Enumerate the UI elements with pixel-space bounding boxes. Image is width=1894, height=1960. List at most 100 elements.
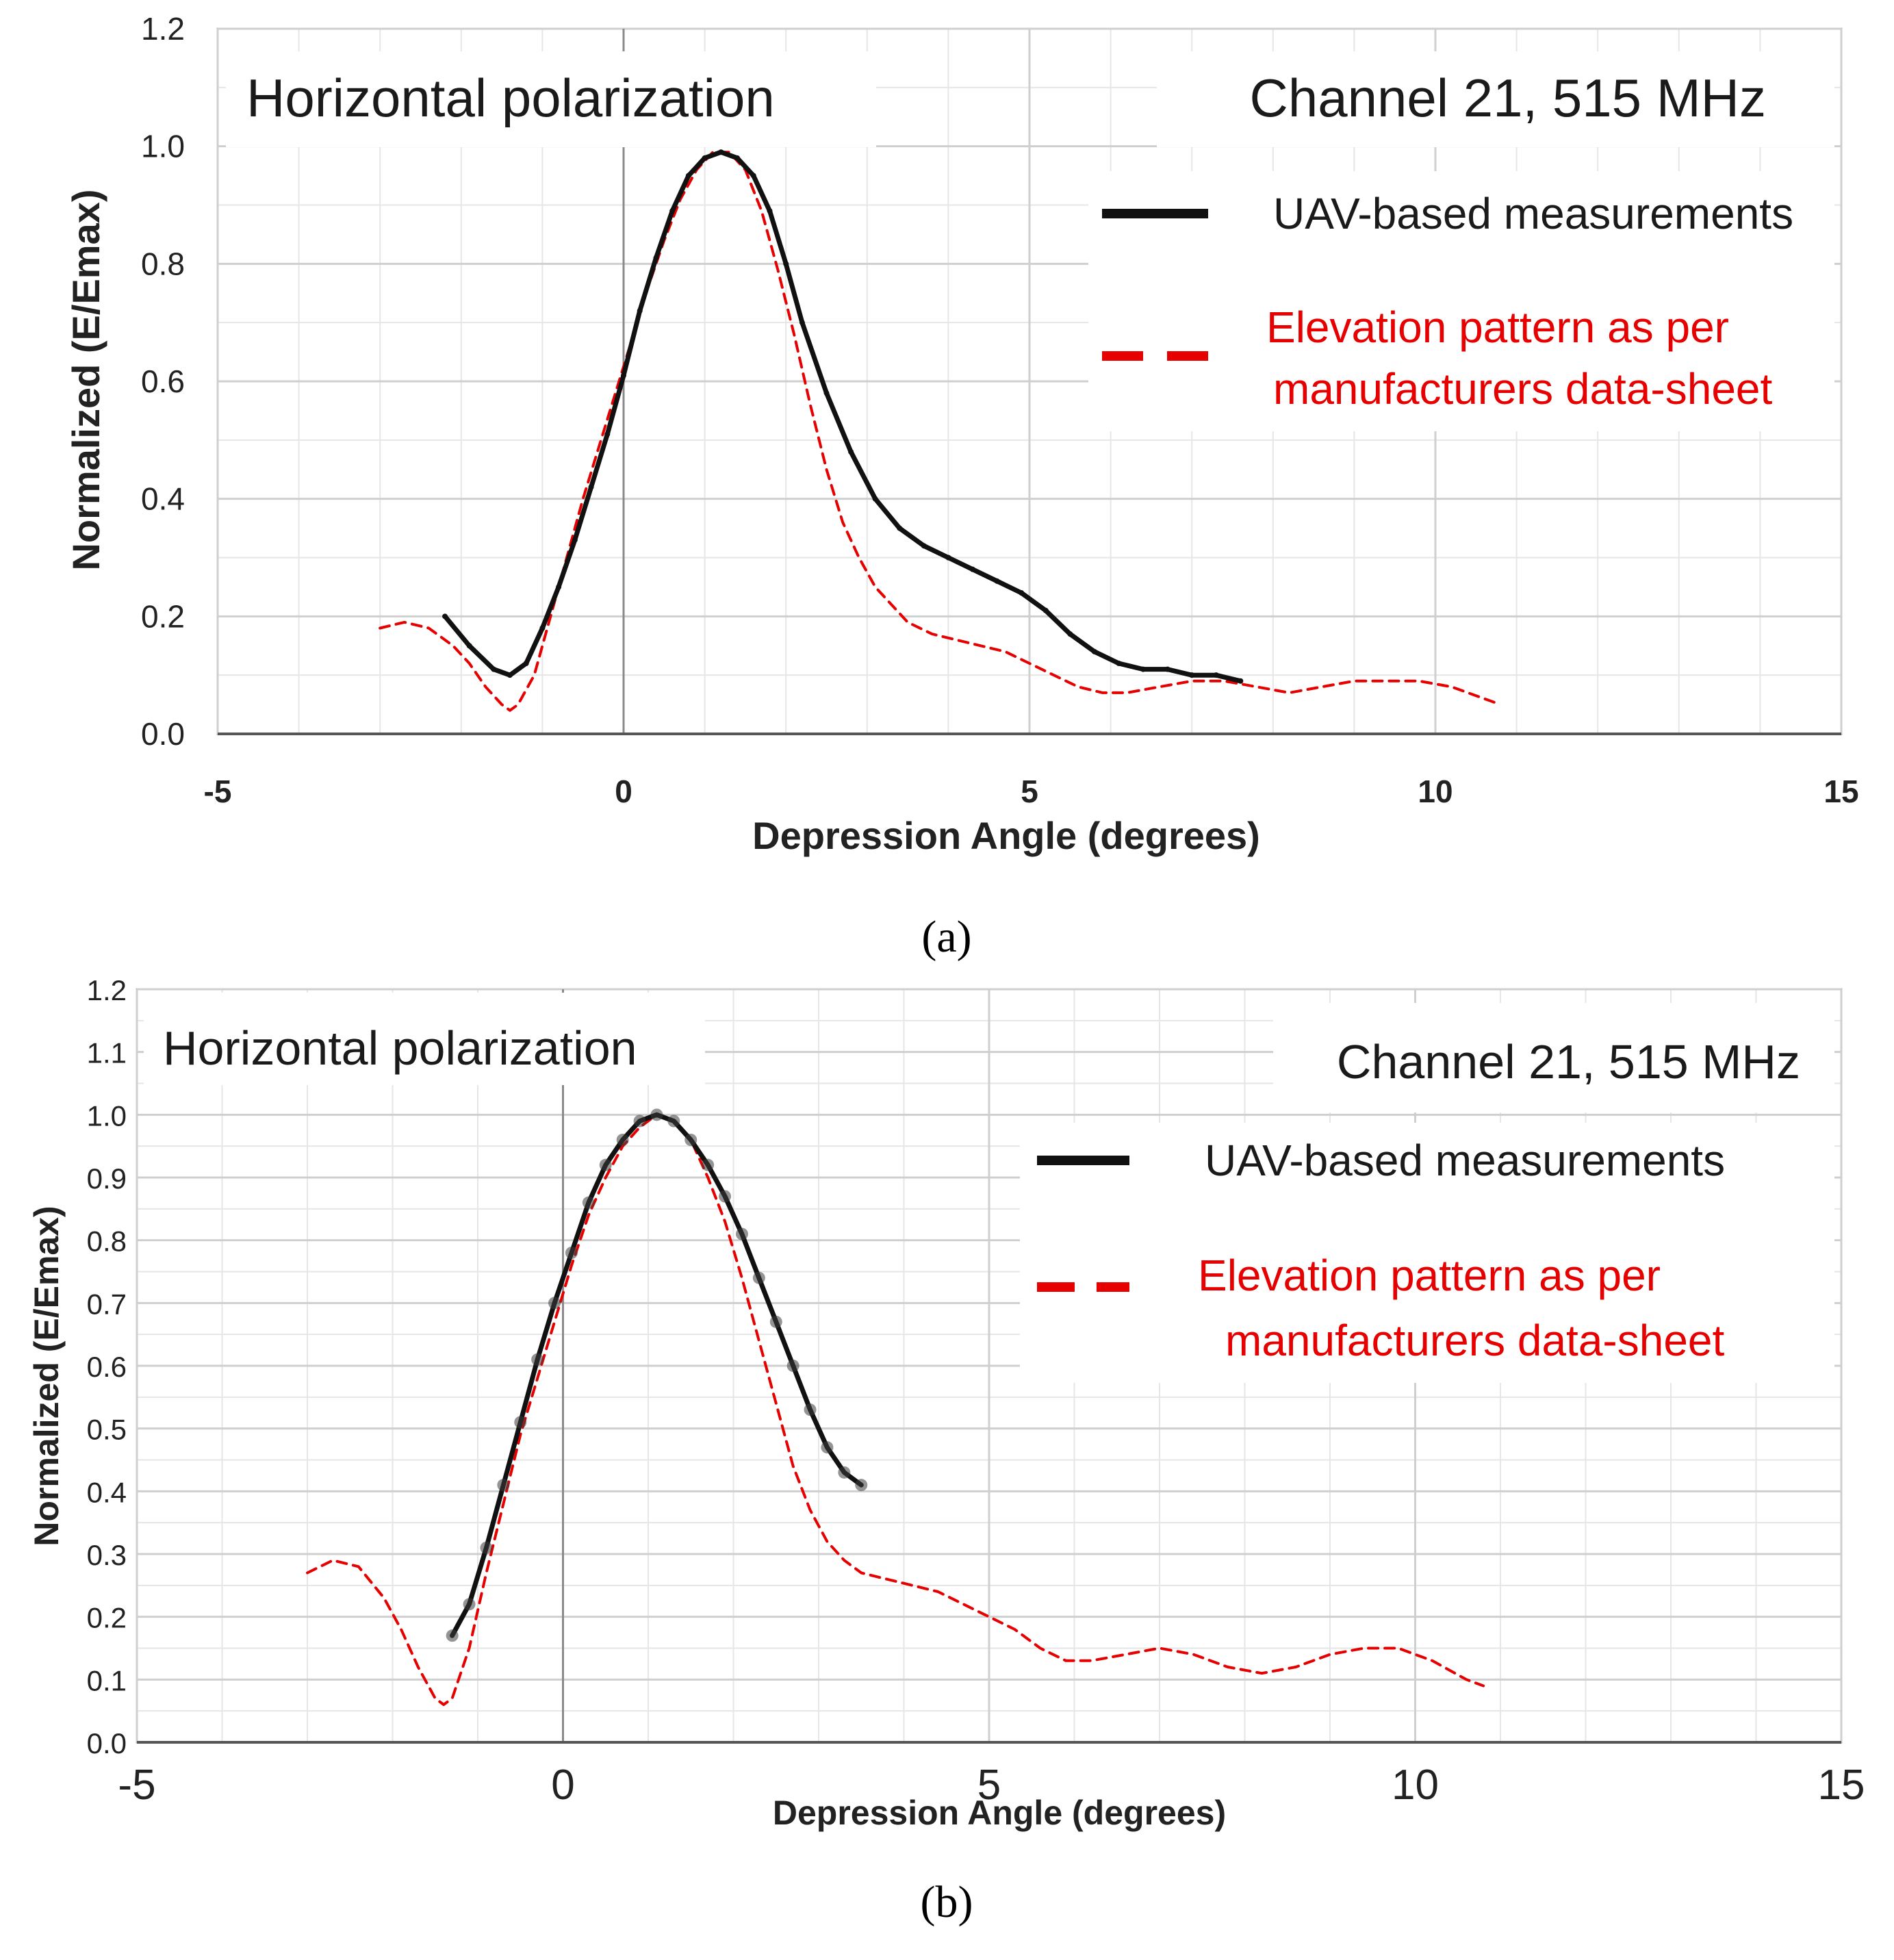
chart-a-uav-point	[734, 155, 741, 161]
chart-a-uav-point	[604, 431, 611, 437]
chart-a-uav-point	[767, 208, 773, 214]
chart-a-panel-label: (a)	[921, 912, 971, 962]
chart-a-uav-point	[1213, 672, 1219, 678]
chart-a-legend-label-pattern: Elevation pattern as per manufacturers d…	[1266, 303, 1773, 413]
chart-a-uav-point	[491, 666, 497, 672]
chart-a-uav-point	[969, 566, 975, 572]
chart-b-uav-point	[786, 1360, 799, 1372]
chart-b-uav-point	[599, 1158, 612, 1171]
chart-a-uav-point	[1019, 590, 1025, 596]
chart-a-series	[379, 149, 1502, 712]
chart-a-uav-point	[945, 555, 951, 561]
chart-a-uav-point	[1189, 672, 1195, 678]
chart-b-left-box-text: Horizontal polarization	[163, 1021, 637, 1075]
chart-b-uav-point	[684, 1134, 698, 1146]
chart-a-x-axis-title: Depression Angle (degrees)	[752, 814, 1260, 857]
chart-b-y-tick-label: 0.0	[87, 1727, 127, 1759]
chart-b-right-box	[1273, 1003, 1834, 1112]
chart-a-uav-point	[523, 661, 529, 666]
chart-b-series-pattern-line	[306, 1113, 1485, 1706]
chart-a: -5 0 5 10 15 0.0 0.2 0.4 0.6 0.8 1.0 1.2 Horizontal…	[64, 11, 1859, 962]
chart-a-y-tick-label: 0.6	[141, 364, 185, 399]
chart-a-uav-point	[750, 173, 756, 179]
chart-a-uav-point	[921, 543, 927, 549]
chart-a-uav-point	[1091, 648, 1097, 654]
chart-b-uav-point	[650, 1108, 663, 1121]
chart-b-uav-point	[446, 1629, 459, 1642]
chart-a-uav-point	[556, 584, 562, 590]
chart-a-x-tick-label: 10	[1418, 774, 1453, 809]
chart-b-uav-point	[548, 1297, 561, 1310]
chart-b: -5 0 5 10 15 0.0 0.1 0.2 0.3 0.4 0.5 0.6 0.7 0.8 0.9 1.…	[27, 974, 1865, 1927]
chart-a-uav-point	[897, 525, 903, 531]
chart-a-y-tick-label: 0.4	[141, 481, 185, 517]
chart-a-series-uav-line	[442, 149, 1243, 684]
chart-a-y-tick-label: 0.8	[141, 246, 185, 281]
chart-b-uav-point	[497, 1479, 510, 1492]
chart-b-y-tick-label: 0.8	[87, 1225, 127, 1258]
chart-a-uav-point	[783, 261, 789, 267]
chart-b-y-tick-label: 0.5	[87, 1414, 127, 1446]
chart-a-uav-point	[507, 672, 513, 678]
chart-a-ticks: -5 0 5 10 15 0.0 0.2 0.4 0.6 0.8 1.0 1.2	[141, 11, 1859, 809]
chart-a-x-tick-label: -5	[204, 774, 232, 809]
chart-b-series	[306, 1108, 1485, 1706]
chart-b-x-axis-title: Depression Angle (degrees)	[773, 1794, 1226, 1832]
chart-b-legend-box	[1020, 1123, 1834, 1383]
chart-a-y-tick-label: 0.0	[141, 716, 185, 752]
chart-b-uav-point	[616, 1134, 629, 1146]
chart-b-uav-point	[514, 1416, 527, 1429]
chart-a-uav-point	[653, 255, 659, 261]
chart-a-uav-point	[1164, 666, 1170, 672]
chart-b-uav-point	[463, 1598, 476, 1611]
chart-b-legend-label-uav: UAV-based measurements	[1205, 1136, 1725, 1185]
chart-a-x-tick-label: 0	[615, 774, 632, 809]
chart-a-right-box-text: Channel 21, 515 MHz	[1250, 68, 1766, 128]
chart-a-uav-point	[588, 484, 594, 490]
chart-a-uav-point	[572, 537, 578, 543]
chart-b-uav-point	[804, 1403, 817, 1416]
chart-a-legend-box	[1088, 171, 1834, 431]
chart-a-uav-point	[685, 173, 691, 179]
chart-a-right-box	[1157, 51, 1834, 147]
chart-b-uav-point	[667, 1115, 680, 1128]
chart-a-x-tick-label: 15	[1823, 774, 1858, 809]
chart-a-uav-point	[637, 308, 643, 314]
chart-b-uav-point	[769, 1315, 782, 1328]
chart-b-y-tick-label: 1.0	[87, 1099, 127, 1132]
chart-a-y-axis-title: Normalized (E/Emax)	[64, 189, 107, 570]
chart-a-uav-point	[539, 625, 546, 631]
chart-b-y-tick-label: 0.3	[87, 1539, 127, 1571]
chart-a-uav-point	[1116, 661, 1122, 666]
chart-b-uav-point	[821, 1441, 834, 1454]
chart-b-uav-point	[752, 1271, 765, 1284]
chart-a-uav-point	[1238, 678, 1244, 684]
chart-b-uav-point	[735, 1227, 748, 1240]
chart-b-legend: UAV-based measurements Elevation pattern…	[1020, 1123, 1834, 1383]
chart-a-uav-point	[1067, 631, 1073, 637]
chart-b-y-axis-title: Normalized (E/Emax)	[27, 1206, 66, 1546]
chart-b-ticks: -5 0 5 10 15 0.0 0.1 0.2 0.3 0.4 0.5 0.6 0.7 0.8 0.9 1.…	[87, 974, 1865, 1809]
chart-a-uav-point	[442, 613, 448, 620]
chart-a-uav-point	[872, 496, 878, 502]
chart-a-uav-point	[823, 390, 830, 396]
chart-b-uav-point	[565, 1247, 578, 1259]
chart-b-uav-point	[702, 1158, 715, 1171]
chart-b-uav-point	[855, 1479, 868, 1492]
chart-b-y-tick-label: 0.4	[87, 1476, 127, 1508]
chart-b-uav-point	[838, 1466, 851, 1479]
chart-b-uav-point	[582, 1196, 595, 1209]
chart-a-uav-point	[1042, 607, 1049, 613]
chart-a-y-tick-label: 1.0	[141, 129, 185, 164]
chart-a-left-box	[226, 51, 876, 147]
chart-a-uav-point	[702, 155, 708, 161]
chart-a-uav-point	[669, 208, 676, 214]
chart-a-left-box-text: Horizontal polarization	[246, 68, 775, 128]
chart-b-x-tick-label: 15	[1818, 1761, 1865, 1809]
chart-b-y-tick-label: 0.9	[87, 1162, 127, 1195]
chart-a-y-tick-label: 1.2	[141, 11, 185, 47]
chart-a-x-tick-label: 5	[1021, 774, 1038, 809]
chart-a-uav-point	[1140, 666, 1147, 672]
chart-a-series-pattern-line	[379, 151, 1502, 712]
